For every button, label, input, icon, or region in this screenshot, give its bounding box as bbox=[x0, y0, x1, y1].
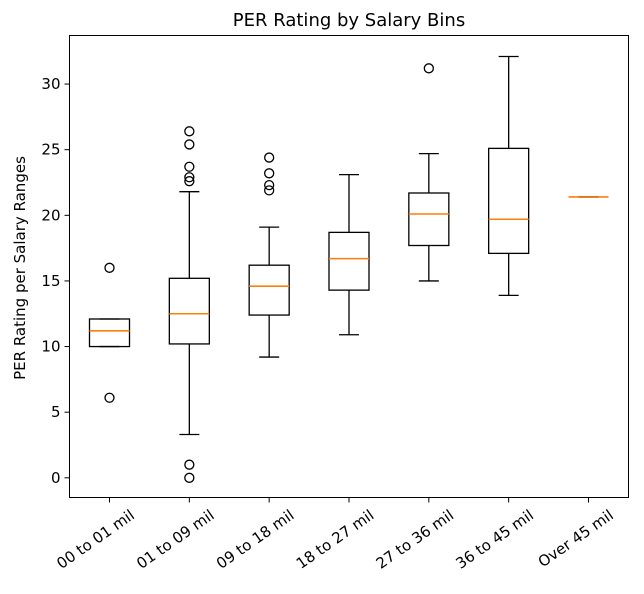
x-tick-label: 00 to 01 mil bbox=[53, 506, 137, 573]
y-tick-label: 30 bbox=[41, 75, 60, 93]
outlier-point bbox=[104, 262, 115, 273]
iqr-box bbox=[408, 192, 450, 247]
chart-title: PER Rating by Salary Bins bbox=[233, 10, 465, 31]
iqr-box bbox=[328, 231, 370, 291]
outlier-point bbox=[264, 185, 275, 196]
iqr-box bbox=[168, 277, 210, 345]
axes-frame bbox=[69, 35, 629, 498]
outlier-point bbox=[423, 63, 434, 74]
outlier-point bbox=[264, 152, 275, 163]
outlier-point bbox=[184, 172, 195, 183]
x-tick-label: 01 to 09 mil bbox=[133, 506, 217, 573]
iqr-box bbox=[88, 318, 131, 348]
outlier-point bbox=[184, 176, 195, 187]
x-tick-label: Over 45 mil bbox=[535, 506, 617, 571]
outlier-point bbox=[184, 161, 195, 172]
outlier-point bbox=[184, 126, 195, 137]
iqr-box bbox=[488, 147, 530, 255]
iqr-box bbox=[248, 264, 290, 316]
outlier-point bbox=[264, 179, 275, 191]
y-tick-label: 0 bbox=[51, 469, 61, 487]
outlier-point bbox=[264, 168, 275, 179]
y-tick-label: 10 bbox=[41, 338, 60, 356]
outlier-point bbox=[184, 139, 195, 150]
x-tick-label: 36 to 45 mil bbox=[453, 506, 537, 573]
outlier-point bbox=[104, 392, 115, 403]
outlier-point bbox=[184, 459, 195, 470]
y-tick-label: 25 bbox=[41, 141, 60, 159]
x-tick-label: 27 to 36 mil bbox=[373, 506, 457, 573]
x-tick-label: 09 to 18 mil bbox=[213, 506, 297, 573]
y-tick-label: 20 bbox=[41, 206, 60, 224]
x-tick-label: 18 to 27 mil bbox=[293, 506, 377, 573]
y-axis-label: PER Rating per Salary Ranges bbox=[11, 156, 29, 380]
y-tick-label: 5 bbox=[51, 403, 61, 421]
y-tick-label: 15 bbox=[41, 272, 60, 290]
outlier-point bbox=[184, 472, 195, 483]
